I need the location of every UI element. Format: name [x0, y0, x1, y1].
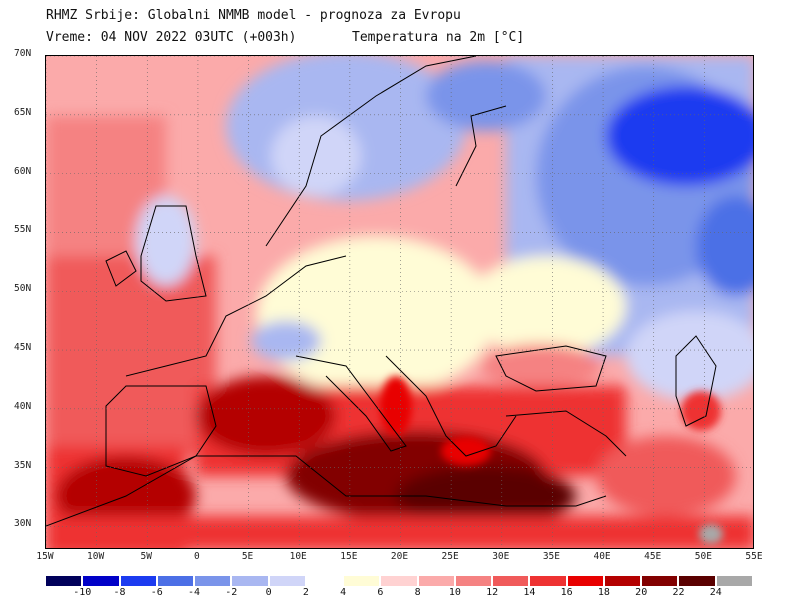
lon-label: 10E [289, 551, 307, 562]
field-central-europe [256, 236, 496, 396]
legend-swatch [120, 576, 156, 586]
field-russia-core [606, 86, 753, 186]
lon-label: 5W [140, 551, 153, 562]
lat-label: 65N [14, 106, 32, 118]
coast-black-sea [495, 345, 607, 392]
legend-swatch [455, 576, 492, 586]
coast-anatolia [505, 410, 627, 457]
lon-label: 50E [694, 551, 712, 562]
map-subtitle: Vreme: 04 NOV 2022 03UTC (+003h) Temperat… [46, 30, 524, 45]
legend-label: -4 [188, 587, 201, 598]
legend-swatch [344, 576, 380, 586]
legend-label: 6 [377, 587, 384, 598]
legend-label: 0 [265, 587, 272, 598]
lat-label: 60N [14, 165, 32, 177]
legend-swatch [567, 576, 603, 586]
legend-swatch [418, 576, 454, 586]
coast-balkans [385, 355, 517, 457]
lon-label: 45E [644, 551, 662, 562]
lat-label: 50N [14, 283, 32, 295]
lat-label: 70N [14, 48, 32, 59]
legend-swatch [381, 576, 417, 586]
legend-label: 14 [523, 587, 536, 598]
legend-swatch [679, 576, 715, 586]
coast-iberia [105, 385, 217, 477]
field-black-sea [481, 344, 601, 388]
lon-label: 20E [390, 551, 409, 562]
legend-swatch [642, 576, 678, 586]
lat-label: 30N [14, 518, 32, 530]
legend-swatch [604, 576, 641, 586]
legend-label: -6 [150, 587, 163, 598]
coast-uk [140, 205, 207, 302]
field-east-med [396, 466, 576, 526]
legend-label: 20 [635, 587, 648, 598]
legend-swatch [269, 576, 305, 586]
field-balearic [196, 376, 336, 456]
field-middle-east [596, 436, 736, 516]
lon-label: 15E [340, 551, 358, 562]
lon-label: 55E [745, 551, 763, 562]
field-caspian [681, 391, 721, 431]
field-sahara [46, 516, 753, 548]
lat-label: 55N [14, 224, 32, 236]
legend-label: 18 [597, 587, 610, 598]
coast-north-africa [46, 455, 607, 527]
field-atlantic-south [46, 256, 216, 456]
legend-label: -2 [225, 587, 238, 598]
field-adriatic [380, 376, 412, 436]
legend-swatch [306, 576, 343, 586]
lat-label: 35N [14, 459, 32, 471]
lon-label: 5E [241, 551, 254, 562]
map-canvas [46, 56, 753, 548]
legend-label: 22 [672, 587, 685, 598]
field-ukraine [466, 256, 626, 356]
legend-swatch [530, 576, 566, 586]
coast-italy [295, 355, 407, 452]
legend-swatch [157, 576, 194, 586]
lon-label: 35E [542, 551, 561, 562]
color-legend [46, 576, 754, 586]
legend-label: -10 [73, 587, 92, 598]
legend-swatch [716, 576, 752, 586]
legend-label: -8 [113, 587, 126, 598]
map-title: RHMZ Srbije: Globalni NMMB model - progn… [46, 8, 461, 23]
lat-label: 45N [14, 342, 32, 354]
legend-label: 4 [340, 587, 347, 598]
legend-label: 10 [448, 587, 461, 598]
coast-sweden-finland [455, 105, 507, 187]
lat-label: 40N [14, 400, 32, 412]
coast-france-benelux [125, 255, 347, 377]
lon-label: 40E [593, 551, 611, 562]
lon-label: 10W [87, 551, 105, 562]
legend-label: 12 [486, 587, 499, 598]
legend-swatch [46, 576, 82, 586]
lon-label: 30E [492, 551, 510, 562]
parameter-label: Temperatura na 2m [°C] [352, 30, 525, 45]
lon-label: 25E [441, 551, 459, 562]
temperature-map [45, 55, 754, 549]
lon-label: 0 [194, 551, 200, 562]
field-persian-gulf-gray [699, 524, 723, 544]
legend-swatch [195, 576, 231, 586]
legend-swatch [493, 576, 529, 586]
field-russia-east [696, 196, 753, 296]
legend-label: 24 [709, 587, 722, 598]
legend-label: 8 [414, 587, 421, 598]
legend-swatch [83, 576, 119, 586]
coast-ireland [105, 250, 137, 287]
coast-caspian [675, 335, 717, 427]
field-caucasus-north [626, 311, 753, 401]
field-uk [136, 196, 196, 286]
forecast-time: Vreme: 04 NOV 2022 03UTC (+003h) [46, 30, 297, 45]
field-finland [426, 61, 546, 131]
legend-label: 2 [302, 587, 309, 598]
field-aegean [441, 436, 491, 466]
lon-label: 15W [36, 551, 54, 562]
field-norway-south [271, 116, 361, 196]
legend-swatch [232, 576, 268, 586]
legend-label: 16 [560, 587, 573, 598]
field-alps [251, 321, 321, 361]
